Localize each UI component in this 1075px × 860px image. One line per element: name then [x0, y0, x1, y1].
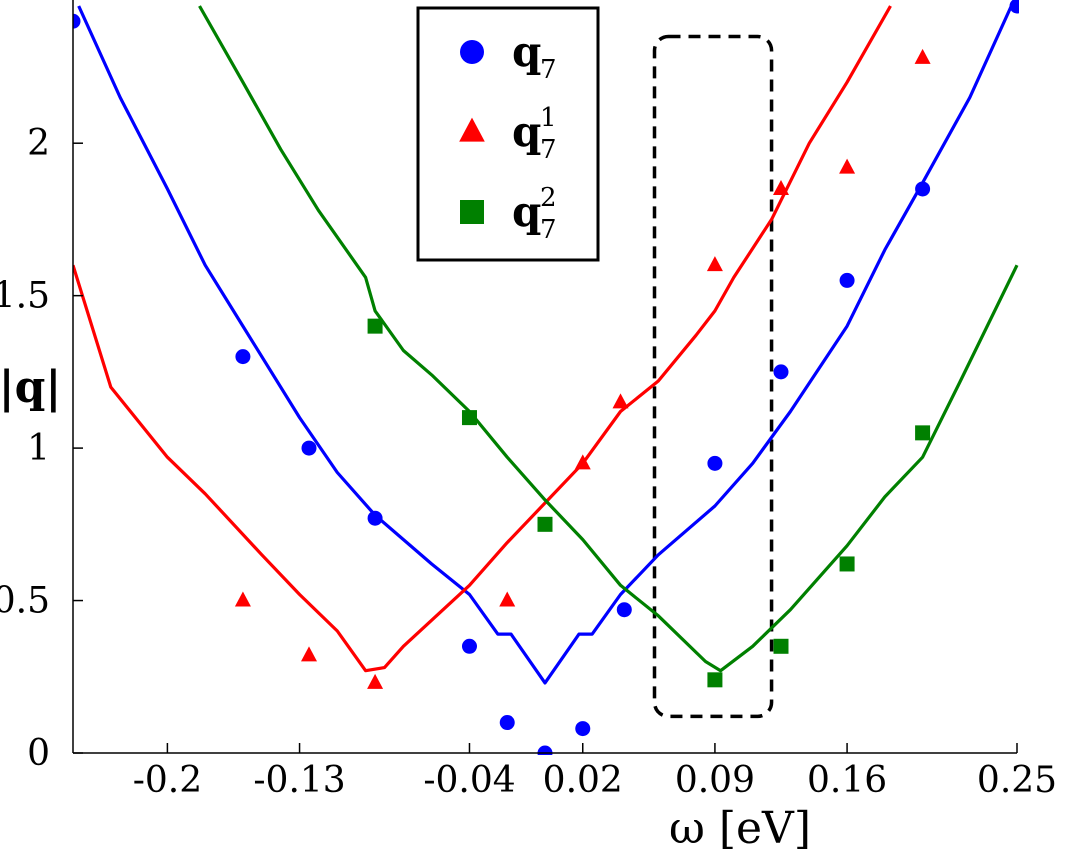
x-tick-label-6: 0.25: [977, 760, 1057, 801]
y-axis-label: |q|: [0, 362, 61, 413]
series-1-point-5: [612, 393, 629, 409]
series-2-line: [198, 5, 1019, 673]
y-tick-label-3: 1.5: [0, 276, 50, 317]
legend-label-2: q: [512, 187, 541, 236]
series-1-point-1: [301, 646, 317, 662]
series-2-point-1: [461, 410, 477, 426]
series-1-point-0: [234, 591, 251, 607]
legend-label-0-sub: 7: [540, 55, 557, 85]
series-0-point-13: [1009, 0, 1019, 14]
series-2-point-5: [839, 556, 855, 572]
series-1-point-9: [914, 48, 931, 64]
x-tick-label-4: 0.09: [675, 760, 755, 801]
series-0-point-11: [839, 272, 855, 288]
legend-label-2-sub: 7: [540, 215, 557, 245]
x-tick-label-0: -0.2: [133, 760, 202, 801]
x-tick-label-2: -0.04: [423, 760, 515, 801]
series-0-point-1: [235, 349, 251, 365]
x-tick-label-5: 0.16: [807, 760, 887, 801]
series-2-point-2: [537, 516, 553, 532]
y-tick-label-1: 0.5: [0, 581, 50, 622]
series-1: [73, 5, 931, 689]
series-0-point-12: [915, 181, 931, 197]
legend-box: [416, 6, 600, 262]
chart-axes: -0.2 -0.13 -0.04 0.02 0.09 0.16 0.25 0 0.5 1 1.5 2: [0, 0, 1057, 801]
series-0-point-10: [773, 364, 789, 380]
series-1-line: [73, 5, 892, 673]
series-2: [198, 5, 1019, 688]
legend-label-1-sub: 7: [540, 135, 557, 165]
series-0: [73, 0, 1019, 755]
series-1-point-2: [367, 673, 384, 689]
series-0-point-4: [461, 638, 477, 654]
series-1-point-4: [574, 454, 591, 470]
x-tick-label-3: 0.02: [543, 760, 623, 801]
series-2-point-6: [915, 425, 931, 441]
series-2-point-0: [367, 318, 383, 334]
series-0-point-5: [499, 715, 515, 731]
y-tick-label-2: 1: [27, 428, 50, 469]
series-1-point-8: [839, 158, 856, 174]
y-tick-label-0: 0: [27, 733, 50, 774]
chart-marks: [73, 0, 1019, 755]
series-0-line: [77, 5, 1013, 685]
series-0-point-2: [301, 440, 317, 456]
series-1-point-6: [706, 256, 723, 272]
legend-label-1-sup: 1: [540, 103, 557, 133]
series-1-point-3: [499, 591, 516, 607]
series-2-point-4: [773, 638, 789, 654]
series-0-point-0: [73, 13, 81, 29]
y-tick-label-4: 2: [27, 123, 50, 164]
series-2-point-3: [707, 672, 723, 688]
legend-label-1: q: [512, 107, 541, 156]
x-axis-label: ω [eV]: [669, 803, 811, 854]
legend-marker-1: [459, 117, 485, 142]
legend-label-0: q: [512, 27, 541, 76]
series-1-point-7: [773, 179, 789, 195]
legend-marker-2: [460, 200, 484, 224]
x-tick-label-1: -0.13: [253, 760, 345, 801]
legend-marker-0: [460, 39, 484, 64]
series-0-point-9: [707, 455, 723, 471]
series-0-point-3: [367, 510, 383, 526]
legend-label-2-sup: 2: [540, 183, 557, 213]
annotation-box-0: [652, 34, 774, 719]
series-0-point-7: [575, 721, 591, 737]
series-0-point-8: [616, 602, 632, 618]
